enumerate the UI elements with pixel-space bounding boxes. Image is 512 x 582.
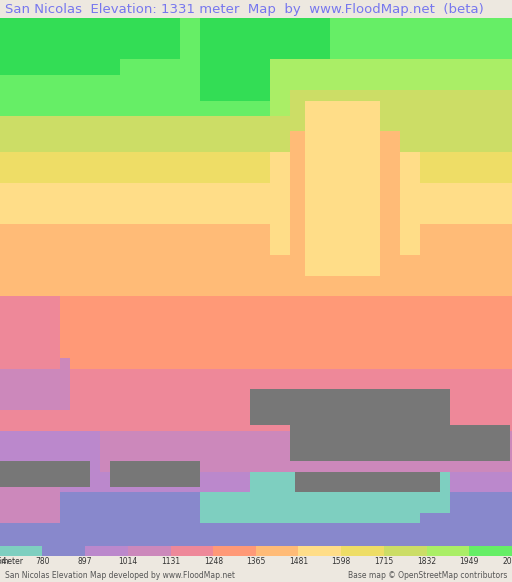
Text: 1365: 1365 [246, 556, 266, 566]
Bar [470, 546, 512, 556]
Bar [250, 389, 450, 425]
Bar [214, 546, 256, 556]
Bar [0, 368, 512, 431]
Bar [0, 296, 60, 368]
Text: San Nicolas  Elevation: 1331 meter  Map  by  www.FloodMap.net  (beta): San Nicolas Elevation: 1331 meter Map by… [5, 3, 484, 16]
Text: 1598: 1598 [331, 556, 351, 566]
Bar [270, 152, 420, 255]
Bar [290, 132, 400, 286]
Text: 897: 897 [78, 556, 92, 566]
Bar [85, 546, 128, 556]
Text: 1715: 1715 [374, 556, 393, 566]
Bar [170, 546, 214, 556]
Bar [290, 425, 510, 462]
Bar [0, 18, 120, 74]
Bar [0, 492, 512, 544]
Bar [200, 18, 340, 101]
Bar [0, 116, 512, 183]
Bar [384, 546, 426, 556]
Text: 1248: 1248 [204, 556, 223, 566]
Bar [0, 183, 512, 245]
Text: 1131: 1131 [161, 556, 180, 566]
Bar [42, 546, 85, 556]
Bar [0, 359, 70, 410]
Bar [110, 462, 200, 487]
Text: 780: 780 [35, 556, 50, 566]
Bar [305, 101, 380, 276]
Bar [200, 492, 420, 544]
Bar [0, 431, 512, 472]
Text: 1832: 1832 [417, 556, 436, 566]
Bar [0, 472, 512, 513]
Text: 2066: 2066 [502, 556, 512, 566]
Bar [0, 18, 180, 59]
Text: 664: 664 [0, 556, 7, 566]
Bar [341, 546, 384, 556]
Text: Base map © OpenStreetMap contributors: Base map © OpenStreetMap contributors [348, 571, 507, 580]
Bar [0, 462, 90, 487]
Bar [298, 546, 341, 556]
Bar [0, 224, 512, 296]
Bar [0, 18, 512, 116]
Bar [410, 18, 512, 49]
Text: 1014: 1014 [118, 556, 137, 566]
Bar [295, 472, 440, 492]
Bar [426, 546, 470, 556]
Bar [0, 152, 512, 224]
Bar [250, 472, 450, 513]
Text: 1949: 1949 [460, 556, 479, 566]
Text: meter: meter [0, 556, 23, 566]
Bar [270, 59, 512, 116]
Text: San Nicolas Elevation Map developed by www.FloodMap.net: San Nicolas Elevation Map developed by w… [5, 571, 235, 580]
Bar [330, 18, 410, 90]
Bar [128, 546, 170, 556]
Bar [0, 296, 512, 368]
Bar [0, 431, 100, 482]
Bar [0, 523, 512, 554]
Bar [0, 482, 60, 523]
Bar [0, 546, 42, 556]
Text: 1481: 1481 [289, 556, 308, 566]
Bar [290, 90, 512, 152]
Bar [256, 546, 298, 556]
